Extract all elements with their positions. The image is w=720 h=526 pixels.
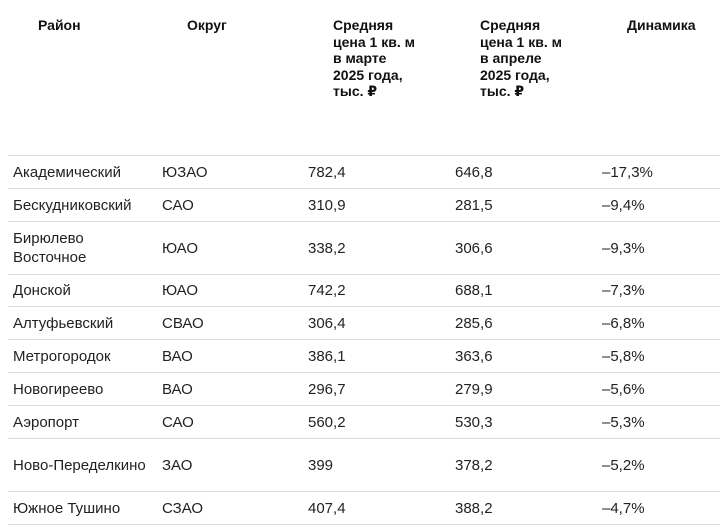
- table-cell: Бескудниковский: [13, 196, 132, 214]
- table-row: Алтуфьевский СВАО 306,4 285,6 –6,8%: [8, 306, 720, 339]
- header-cell: Средняя цена 1 кв. м в марте 2025 года, …: [333, 17, 415, 100]
- table-cell: –17,3%: [602, 163, 653, 181]
- table-cell: –9,3%: [602, 239, 645, 257]
- table-cell: 306,6: [455, 239, 493, 257]
- table-row: Бирюлево Восточное ЮАО 338,2 306,6 –9,3%: [8, 221, 720, 274]
- table-cell: 363,6: [455, 347, 493, 365]
- table-cell: 281,5: [455, 196, 493, 214]
- table-cell: 399: [308, 456, 334, 474]
- table-row: Метрогородок ВАО 386,1 363,6 –5,8%: [8, 339, 720, 372]
- table-cell: 306,4: [308, 314, 346, 332]
- table-row: Новогиреево ВАО 296,7 279,9 –5,6%: [8, 372, 720, 405]
- table-cell: 279,9: [455, 380, 493, 398]
- table-cell: –5,2%: [602, 456, 645, 474]
- table-cell: Метрогородок: [13, 347, 111, 365]
- table-cell: Новогиреево: [13, 380, 104, 398]
- table-cell: СЗАО: [162, 499, 204, 517]
- table-cell: Донской: [13, 282, 71, 299]
- table-cell: СВАО: [162, 314, 204, 332]
- table-cell: Академический: [13, 163, 122, 181]
- table-cell: Бирюлево Восточное: [13, 230, 87, 266]
- table-cell: 296,7: [308, 380, 346, 398]
- table-cell: ЗАО: [162, 456, 193, 474]
- table-cell: 530,3: [455, 413, 493, 431]
- header-cell: Район: [38, 17, 81, 33]
- table-cell: Ново-Переделкино: [13, 456, 146, 474]
- table-cell: ВАО: [162, 380, 193, 398]
- table-row: Южное Тушино СЗАО 407,4 388,2 –4,7%: [8, 491, 720, 524]
- table-cell: 782,4: [308, 163, 346, 181]
- table-cell: –9,4%: [602, 196, 645, 214]
- table-cell: –6,8%: [602, 314, 645, 332]
- table-row: Аэропорт САО 560,2 530,3 –5,3%: [8, 405, 720, 438]
- table-cell: –5,6%: [602, 380, 645, 398]
- table-row: Академический ЮЗАО 782,4 646,8 –17,3%: [8, 155, 720, 188]
- table-cell: Аэропорт: [13, 413, 80, 431]
- table-cell: –7,3%: [602, 282, 645, 299]
- header-cell: Динамика: [627, 17, 696, 33]
- table-row: Донской ЮАО 742,2 688,1 –7,3%: [8, 274, 720, 306]
- table-cell: –5,8%: [602, 347, 645, 365]
- table-cell: ЮАО: [162, 282, 198, 299]
- table-border: [8, 524, 720, 525]
- table-row: Ново-Переделкино ЗАО 399 378,2 –5,2%: [8, 438, 720, 491]
- table-cell: САО: [162, 196, 194, 214]
- table-cell: ЮЗАО: [162, 163, 208, 181]
- table-cell: –5,3%: [602, 413, 645, 431]
- header-cell: Округ: [187, 17, 227, 33]
- table-cell: 386,1: [308, 347, 346, 365]
- table-cell: 646,8: [455, 163, 493, 181]
- table-cell: ВАО: [162, 347, 193, 365]
- table-cell: 407,4: [308, 499, 346, 517]
- table-cell: 378,2: [455, 456, 493, 474]
- table-row: Бескудниковский САО 310,9 281,5 –9,4%: [8, 188, 720, 221]
- table-cell: 742,2: [308, 282, 346, 299]
- table-cell: 688,1: [455, 282, 493, 299]
- table-cell: 388,2: [455, 499, 493, 517]
- table-cell: Южное Тушино: [13, 499, 121, 517]
- header-cell: Средняя цена 1 кв. м в апреле 2025 года,…: [480, 17, 562, 100]
- table-cell: 338,2: [308, 239, 346, 257]
- table-cell: 285,6: [455, 314, 493, 332]
- table-cell: Алтуфьевский: [13, 314, 114, 332]
- table-cell: 560,2: [308, 413, 346, 431]
- table-cell: ЮАО: [162, 239, 198, 257]
- table-cell: 310,9: [308, 196, 346, 214]
- table-cell: САО: [162, 413, 194, 431]
- table-cell: –4,7%: [602, 499, 645, 517]
